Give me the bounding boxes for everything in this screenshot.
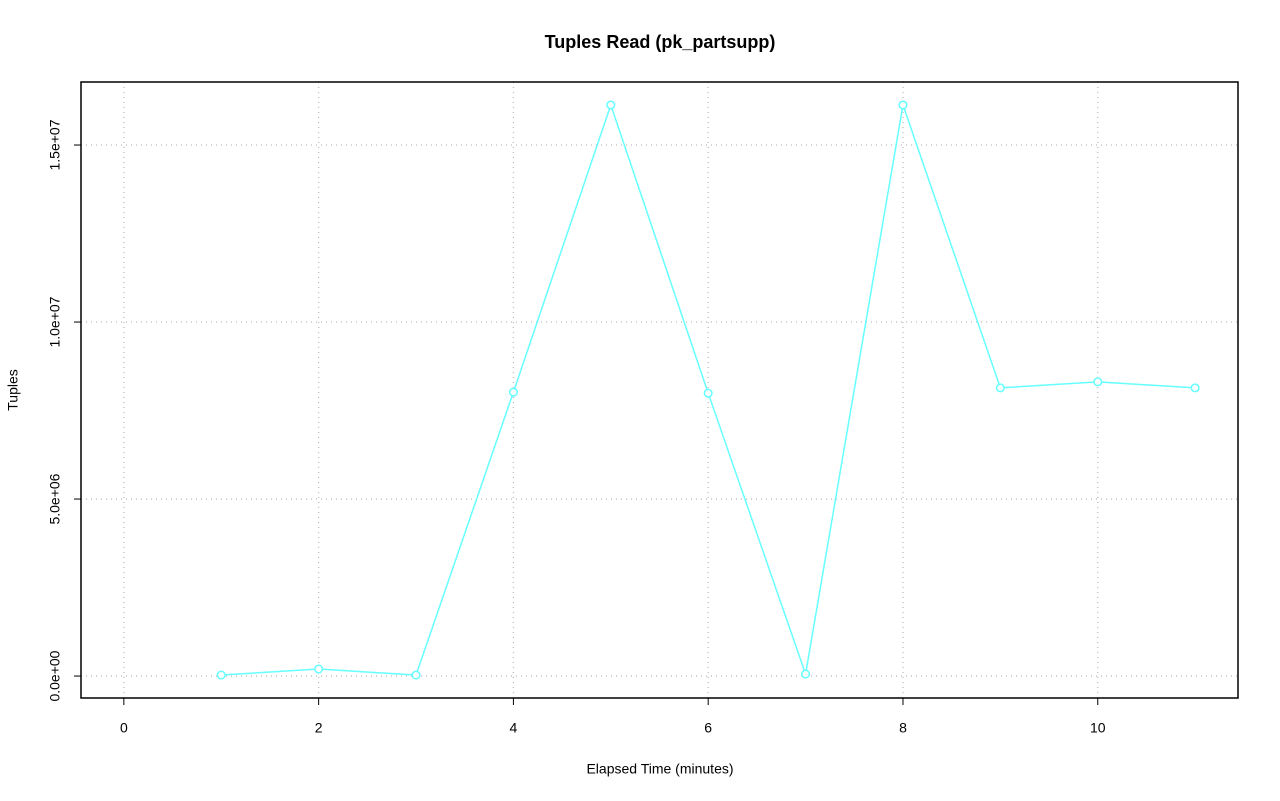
x-tick-label: 6 (704, 720, 712, 736)
plot-frame (80, 81, 1239, 699)
x-tick-label: 2 (315, 720, 323, 736)
y-tick-label: 1.5e+07 (47, 119, 63, 170)
x-axis-label: Elapsed Time (minutes) (586, 761, 733, 777)
data-point (314, 664, 324, 674)
data-point (898, 100, 908, 110)
x-tick-label: 0 (120, 720, 128, 736)
x-tick-label: 10 (1090, 720, 1106, 736)
x-tick-label: 4 (510, 720, 518, 736)
data-point (606, 100, 616, 110)
y-tick-label: 1.0e+07 (47, 296, 63, 347)
data-point (216, 670, 226, 680)
data-point (995, 383, 1005, 393)
data-point (801, 669, 811, 679)
chart-title: Tuples Read (pk_partsupp) (545, 32, 776, 52)
data-point (703, 388, 713, 398)
data-point (1093, 377, 1103, 387)
y-tick-label: 0.0e+00 (47, 650, 63, 701)
data-point (1190, 383, 1200, 393)
x-tick-label: 8 (899, 720, 907, 736)
y-axis-label: Tuples (5, 369, 21, 411)
y-tick-label: 5.0e+06 (47, 473, 63, 524)
data-point (508, 387, 518, 397)
data-point (411, 670, 421, 680)
